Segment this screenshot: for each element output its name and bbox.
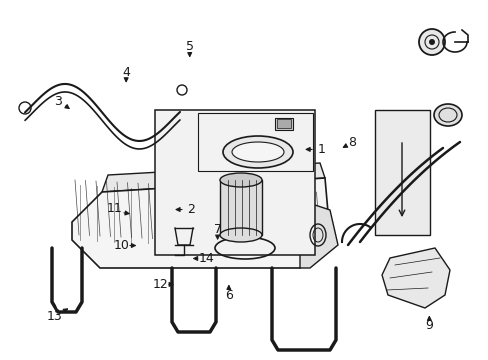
Ellipse shape (433, 104, 461, 126)
Text: 6: 6 (224, 289, 232, 302)
Bar (374, 110, 429, 235)
Text: 1: 1 (317, 143, 325, 156)
Bar (274, 118, 292, 130)
Polygon shape (72, 178, 329, 268)
Text: 4: 4 (122, 66, 130, 78)
Text: 7: 7 (213, 223, 221, 236)
Text: 9: 9 (425, 319, 432, 332)
Text: 5: 5 (185, 40, 193, 53)
Bar (198, 113, 312, 171)
Text: 8: 8 (347, 136, 355, 149)
Bar (276, 119, 290, 128)
Ellipse shape (220, 228, 262, 242)
Ellipse shape (223, 136, 292, 168)
Text: 10: 10 (113, 239, 129, 252)
Ellipse shape (428, 39, 434, 45)
Text: 12: 12 (152, 278, 168, 291)
Bar (220, 180, 262, 235)
Text: 2: 2 (186, 203, 194, 216)
Ellipse shape (220, 173, 262, 187)
Bar (155, 110, 314, 255)
Polygon shape (381, 248, 449, 308)
Text: 11: 11 (107, 202, 122, 215)
Ellipse shape (231, 142, 284, 162)
Text: 13: 13 (47, 310, 62, 323)
Polygon shape (299, 200, 337, 268)
Text: 14: 14 (198, 252, 214, 265)
Ellipse shape (418, 29, 444, 55)
Polygon shape (102, 163, 325, 192)
Text: 3: 3 (54, 95, 61, 108)
